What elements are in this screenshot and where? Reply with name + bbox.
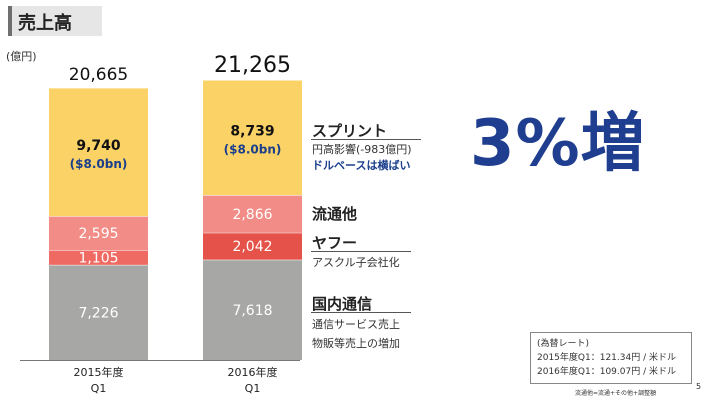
bar-2-segment-3 [203,195,302,233]
bar-2-segment-4 [203,80,302,196]
slide-title: 売上高 [18,13,72,34]
annotation-domestic-sub2: 物販等売上の増加 [312,337,400,350]
bar-1-label-1: 7,226 [78,305,118,321]
bar-1-label-3: 2,595 [78,226,118,242]
category-label-1-line1: 2015年度 [74,365,124,379]
category-label-2-line1: 2016年度 [228,365,278,379]
fx-rate-2016: 2016年度Q1：109.07円 / 米ドル [537,367,676,377]
bar-2-label-4: 8,739 [230,124,274,140]
fx-rate-2015: 2015年度Q1：121.34円 / 米ドル [537,353,676,363]
annotation-sprint-title: スプリント [312,122,388,140]
category-label-2-line2: Q1 [245,382,261,395]
bar-1-label-2: 1,105 [78,251,118,267]
annotation-sprint-sub2: ドルベースは横ばい [312,159,411,172]
bar-1-total: 20,665 [69,65,128,85]
bar-1-label-4: 9,740 [76,138,121,154]
bar-2-segment-1 [203,259,302,360]
annotation-domestic-underline [311,312,411,313]
bar-1-segment-4 [49,87,148,217]
fx-rate-box: (為替レート) 2015年度Q1：121.34円 / 米ドル 2016年度Q1：… [530,332,692,384]
bar-1-segment-3 [49,216,148,251]
growth-highlight: 3%増 [470,107,646,181]
bar-1-sublabel-4: ($8.0bn) [70,157,128,171]
annotation-yahoo-title: ヤフー [312,234,358,252]
bar-1-segment-2 [49,250,148,265]
bar-2-segment-2 [203,232,302,260]
bar-2-total: 21,265 [214,53,291,78]
category-label-1-line2: Q1 [91,382,107,395]
bar-2-label-3: 2,866 [232,207,272,223]
bar-1-segment-1 [49,264,148,360]
annotation-sprint-sub1: 円高影響(-983億円) [312,143,412,156]
fx-rate-title: (為替レート) [537,339,590,349]
annotation-yahoo-sub1: アスクル子会社化 [312,256,400,269]
bar-2-label-1: 7,618 [232,303,272,319]
slide-title-bar: 売上高 [8,6,102,36]
bar-2-label-2: 2,042 [232,239,272,255]
annotation-domestic-title: 国内通信 [312,295,373,313]
footnote: 流通他=流通+その他+調整額 [575,390,657,397]
bar-2-sublabel-4: ($8.0bn) [224,143,282,157]
annotation-sprint-underline [311,139,421,140]
page-number: 5 [696,382,702,391]
unit-label: (億円) [6,50,37,63]
annotation-ryutsu-title: 流通他 [312,205,358,223]
annotation-domestic-sub1: 通信サービス売上 [312,318,400,331]
annotation-yahoo-underline [311,251,411,252]
